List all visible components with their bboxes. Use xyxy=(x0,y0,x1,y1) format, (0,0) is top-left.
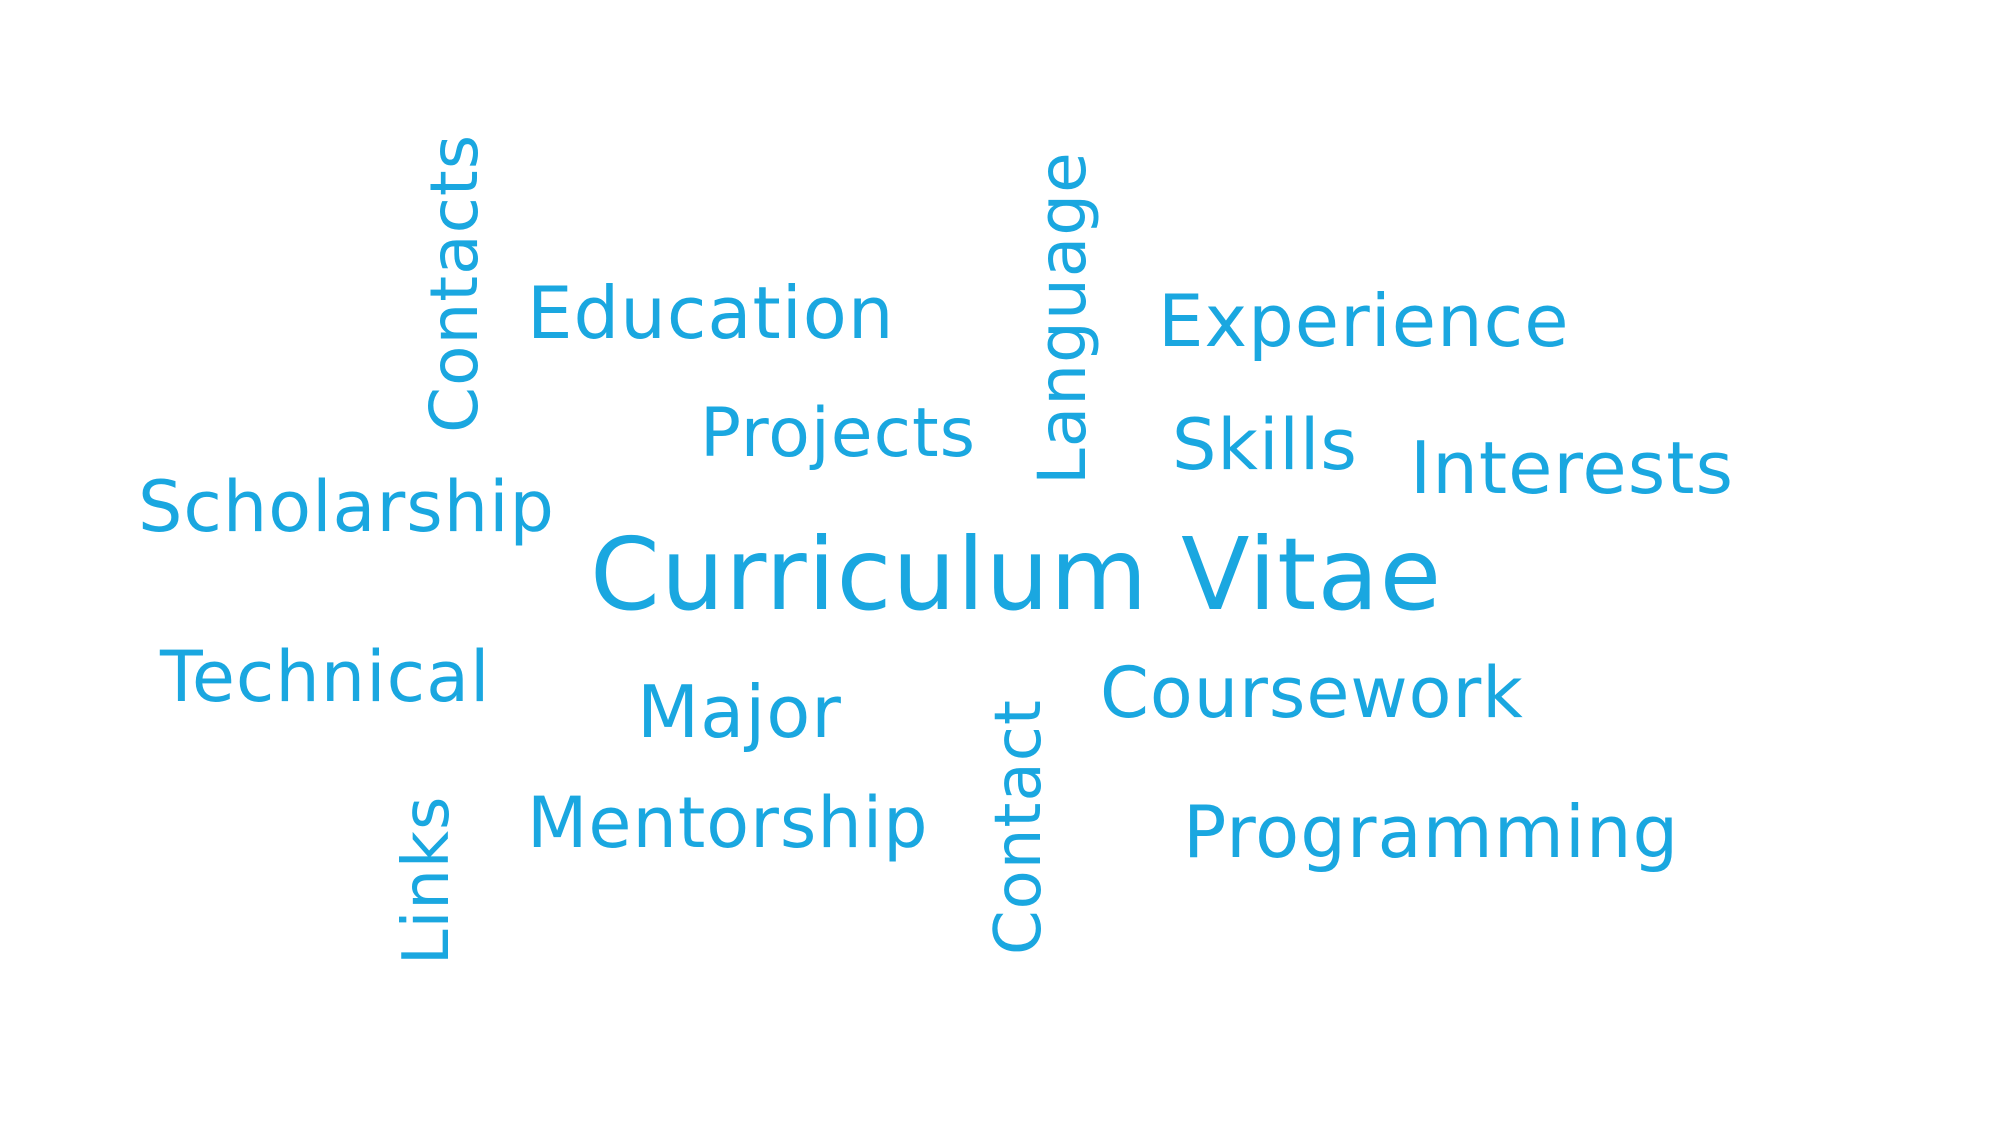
word-experience: Experience xyxy=(1158,279,1570,363)
word-skills: Skills xyxy=(1172,404,1358,486)
main-title-word: Curriculum Vitae xyxy=(590,516,1443,633)
word-coursework: Coursework xyxy=(1100,652,1524,734)
word-scholarship: Scholarship xyxy=(138,466,555,548)
word-links: Links xyxy=(390,795,464,965)
word-projects: Projects xyxy=(700,394,977,473)
word-major: Major xyxy=(637,670,842,754)
word-contacts: Contacts xyxy=(416,133,493,433)
word-technical: Technical xyxy=(160,636,491,718)
word-programming: Programming xyxy=(1183,790,1680,874)
word-contact: Contact xyxy=(982,699,1056,955)
word-education: Education xyxy=(527,271,895,355)
word-mentorship: Mentorship xyxy=(527,782,929,864)
word-language: Language xyxy=(1024,151,1101,485)
word-interests: Interests xyxy=(1410,426,1734,510)
